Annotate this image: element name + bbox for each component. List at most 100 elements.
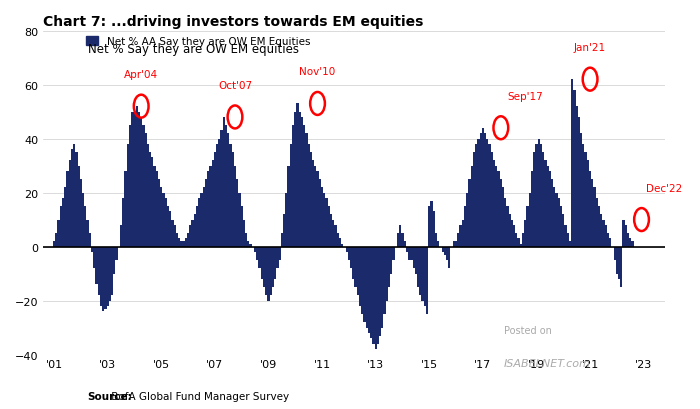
Bar bbox=[470, 166, 473, 247]
Bar bbox=[53, 242, 55, 247]
Bar bbox=[437, 242, 440, 247]
Bar bbox=[444, 247, 446, 255]
Bar bbox=[209, 166, 211, 247]
Bar bbox=[283, 215, 285, 247]
Bar bbox=[390, 247, 393, 274]
Bar bbox=[158, 180, 160, 247]
Bar bbox=[365, 247, 368, 328]
Bar bbox=[513, 225, 515, 247]
Bar bbox=[592, 180, 594, 247]
Bar bbox=[475, 145, 477, 247]
Bar bbox=[263, 247, 265, 288]
Bar bbox=[66, 171, 69, 247]
Bar bbox=[234, 166, 236, 247]
Bar bbox=[207, 171, 209, 247]
Bar bbox=[211, 161, 214, 247]
Bar bbox=[160, 188, 162, 247]
Bar bbox=[468, 180, 470, 247]
Bar bbox=[462, 220, 464, 247]
Bar bbox=[220, 131, 223, 247]
Bar bbox=[419, 247, 421, 295]
Bar bbox=[305, 134, 307, 247]
Bar bbox=[363, 247, 365, 322]
Bar bbox=[140, 118, 142, 247]
Bar bbox=[64, 188, 67, 247]
Bar bbox=[314, 166, 316, 247]
Bar bbox=[125, 171, 127, 247]
Bar bbox=[104, 247, 106, 309]
Bar bbox=[330, 215, 332, 247]
Bar bbox=[89, 234, 91, 247]
Bar bbox=[531, 171, 533, 247]
Bar bbox=[515, 234, 517, 247]
Bar bbox=[372, 247, 375, 344]
Bar bbox=[290, 145, 292, 247]
Bar bbox=[73, 145, 76, 247]
Bar bbox=[382, 247, 384, 328]
Bar bbox=[149, 153, 151, 247]
Bar bbox=[55, 234, 57, 247]
Bar bbox=[370, 247, 372, 339]
Bar bbox=[477, 139, 480, 247]
Text: Sep'17: Sep'17 bbox=[507, 92, 542, 101]
Bar bbox=[401, 234, 404, 247]
Bar bbox=[582, 145, 584, 247]
Bar bbox=[162, 193, 164, 247]
Text: Apr'04: Apr'04 bbox=[124, 70, 158, 80]
Bar bbox=[258, 247, 260, 268]
Bar bbox=[316, 171, 319, 247]
Bar bbox=[80, 180, 82, 247]
Bar bbox=[560, 207, 562, 247]
Bar bbox=[164, 198, 167, 247]
Bar bbox=[138, 112, 140, 247]
Bar bbox=[243, 220, 245, 247]
Bar bbox=[459, 225, 462, 247]
Bar bbox=[106, 247, 108, 306]
Bar bbox=[498, 171, 500, 247]
Bar bbox=[274, 247, 277, 279]
Bar bbox=[558, 198, 560, 247]
Bar bbox=[482, 128, 484, 247]
Bar bbox=[613, 247, 616, 261]
Bar bbox=[102, 247, 104, 312]
Bar bbox=[267, 247, 270, 301]
Bar bbox=[502, 188, 504, 247]
Bar bbox=[91, 247, 93, 252]
Bar bbox=[129, 126, 131, 247]
Bar bbox=[147, 145, 149, 247]
Bar bbox=[573, 91, 575, 247]
Bar bbox=[185, 239, 187, 247]
Bar bbox=[368, 247, 370, 333]
Bar bbox=[288, 166, 290, 247]
Bar bbox=[622, 220, 624, 247]
Text: Source:: Source: bbox=[88, 391, 132, 401]
Bar bbox=[424, 247, 426, 306]
Bar bbox=[276, 247, 279, 268]
Bar bbox=[120, 225, 122, 247]
Bar bbox=[562, 215, 564, 247]
Text: Jan'21: Jan'21 bbox=[574, 43, 606, 53]
Bar bbox=[399, 225, 401, 247]
Bar bbox=[294, 112, 296, 247]
Bar bbox=[486, 139, 489, 247]
Bar bbox=[415, 247, 417, 274]
Bar bbox=[426, 247, 428, 314]
Bar bbox=[57, 220, 60, 247]
Bar bbox=[339, 239, 341, 247]
Bar bbox=[169, 212, 172, 247]
Bar bbox=[131, 112, 134, 247]
Bar bbox=[408, 247, 410, 261]
Bar bbox=[281, 234, 283, 247]
Bar bbox=[76, 153, 78, 247]
Bar bbox=[506, 207, 509, 247]
Bar bbox=[524, 220, 526, 247]
Text: Dec'22: Dec'22 bbox=[646, 183, 682, 193]
Bar bbox=[260, 247, 263, 279]
Bar bbox=[609, 239, 611, 247]
Bar bbox=[556, 193, 558, 247]
Bar bbox=[183, 242, 185, 247]
Bar bbox=[421, 247, 424, 301]
Bar bbox=[84, 207, 87, 247]
Bar bbox=[584, 153, 587, 247]
Bar bbox=[412, 247, 415, 268]
